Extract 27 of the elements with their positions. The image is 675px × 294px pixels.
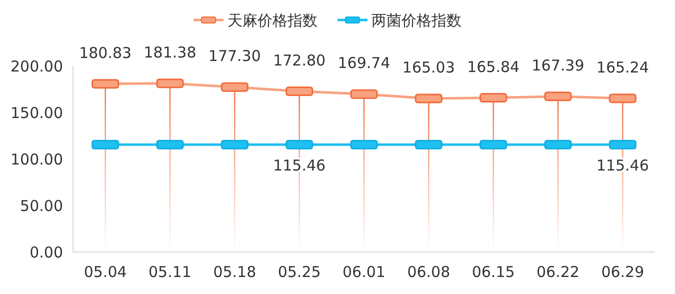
data-label: 172.80 — [273, 51, 326, 70]
data-label: 177.30 — [208, 47, 261, 66]
x-tick-label: 06.15 — [472, 263, 515, 281]
x-tick-label: 05.04 — [84, 263, 127, 281]
y-tick-label: 0.00 — [30, 243, 63, 262]
data-label: 180.83 — [79, 44, 132, 62]
data-label: 115.46 — [596, 156, 649, 175]
y-tick-label: 50.00 — [20, 196, 63, 215]
x-tick-label: 05.18 — [213, 263, 256, 281]
legend-label: 两菌价格指数 — [372, 11, 462, 30]
data-label: 169.74 — [338, 54, 390, 72]
data-label: 165.03 — [402, 58, 455, 77]
x-tick-label: 06.01 — [342, 263, 386, 281]
x-tick-label: 06.22 — [536, 263, 580, 281]
data-label: 165.24 — [596, 58, 649, 76]
x-tick-label: 05.25 — [278, 263, 321, 281]
y-tick-label: 150.00 — [10, 104, 63, 122]
y-tick-label: 100.00 — [10, 150, 63, 168]
data-label: 115.46 — [273, 156, 326, 175]
x-tick-label: 05.11 — [148, 263, 192, 281]
data-label: 181.38 — [144, 43, 196, 62]
x-tick-label: 06.08 — [407, 263, 450, 281]
data-label: 165.84 — [467, 58, 520, 76]
y-tick-label: 200.00 — [10, 57, 63, 76]
x-tick-label: 06.29 — [601, 263, 644, 281]
data-label: 167.39 — [532, 56, 584, 74]
legend-label: 天麻价格指数 — [228, 11, 318, 30]
